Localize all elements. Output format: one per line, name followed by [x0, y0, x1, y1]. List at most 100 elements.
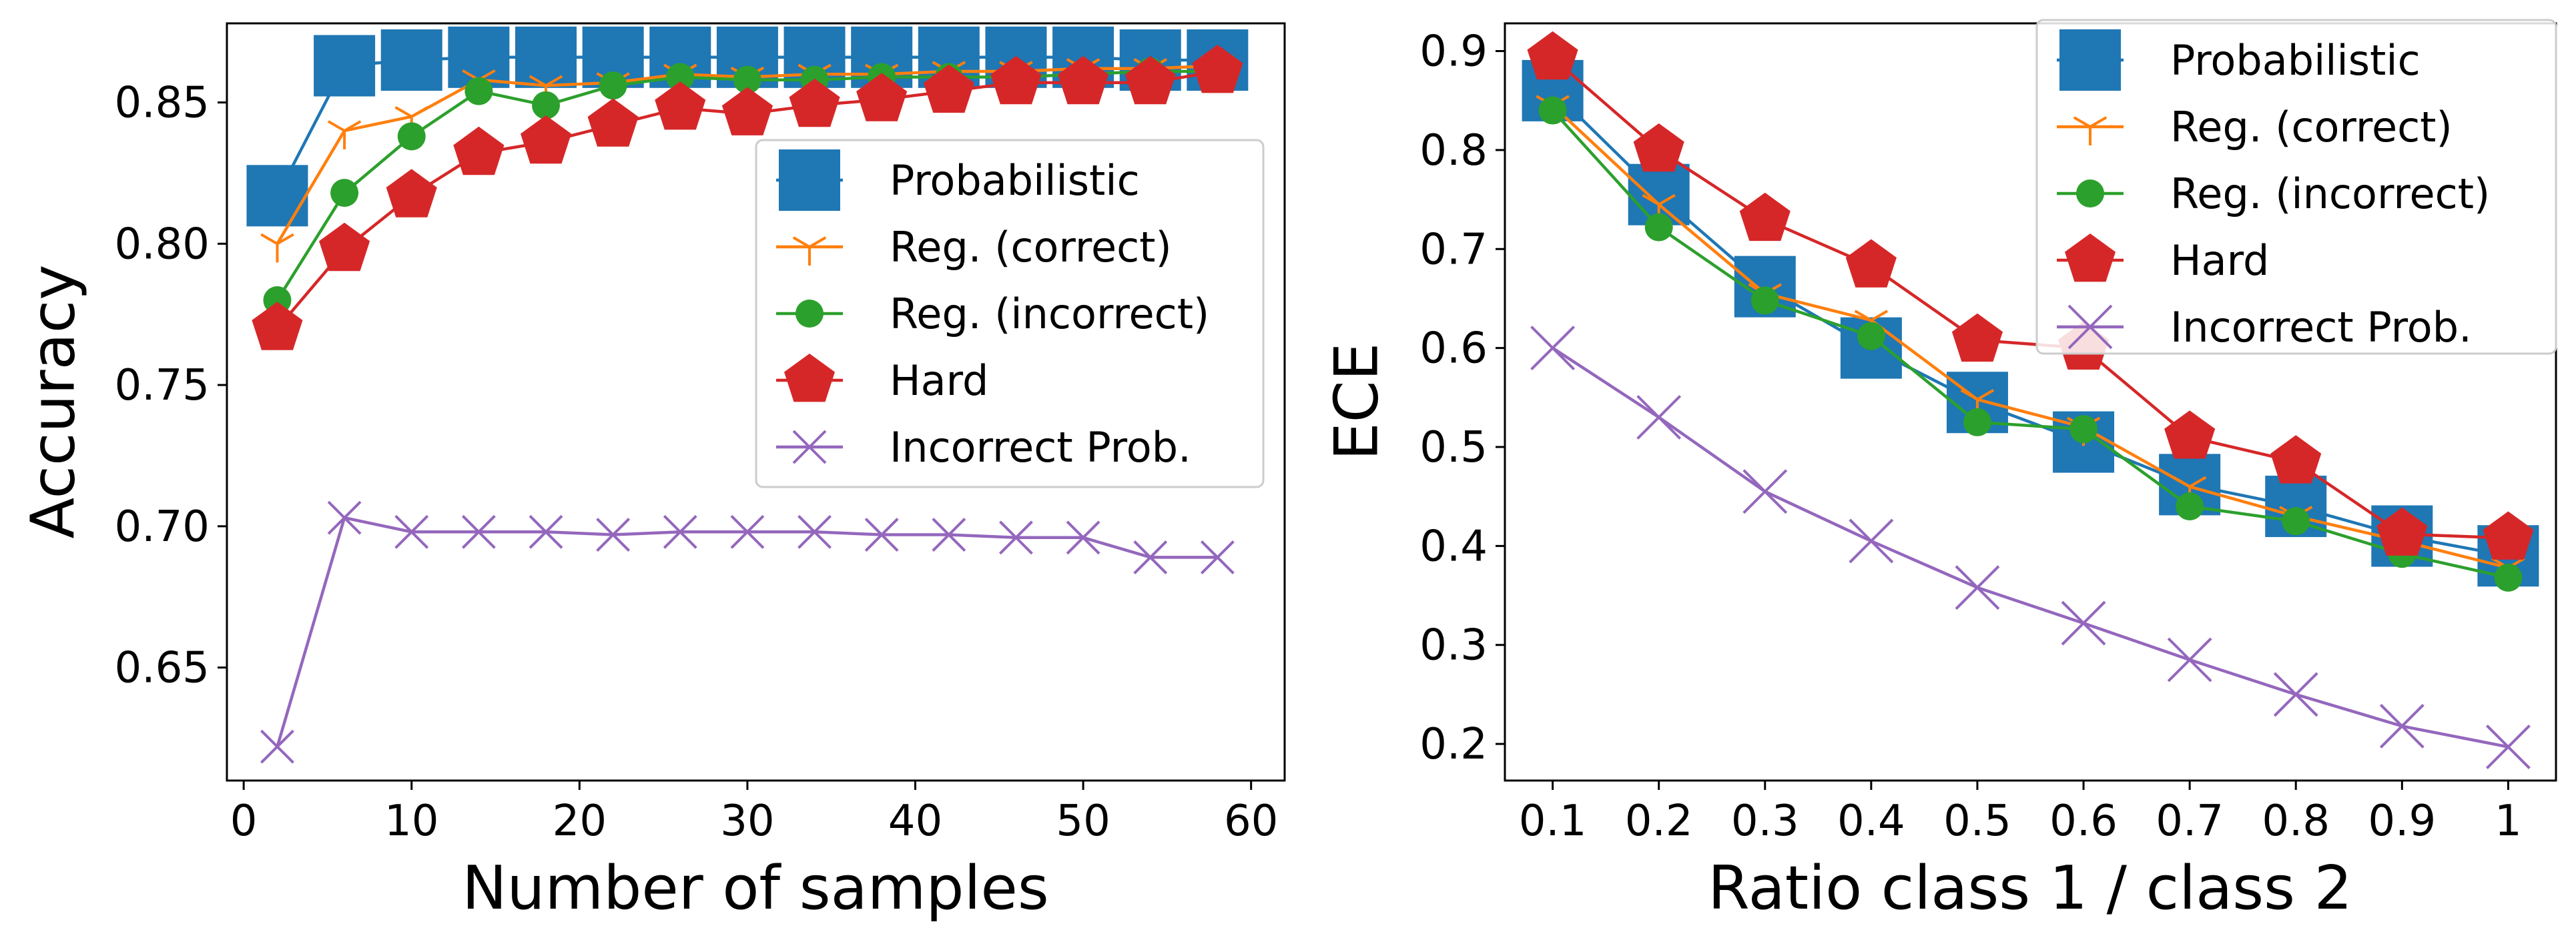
series-hard	[252, 45, 1243, 350]
data-point	[2176, 492, 2204, 521]
legend-item: Hard	[776, 354, 988, 405]
data-point	[260, 233, 294, 263]
data-point	[596, 518, 631, 552]
data-point	[1133, 540, 1168, 574]
data-point	[319, 222, 370, 272]
legend-item: Probabilistic	[776, 149, 1140, 211]
legend-label: Incorrect Prob.	[2170, 303, 2472, 352]
series-line	[1552, 57, 2509, 540]
legend-box	[2035, 19, 2557, 355]
data-point	[666, 63, 695, 91]
legend-marker	[2065, 233, 2116, 282]
data-point	[2061, 600, 2106, 646]
x-tick-label: 0.4	[1837, 797, 1905, 846]
x-axis-label: Ratio class 1 / class 2	[1708, 853, 2352, 923]
series-line	[1552, 346, 2509, 749]
legend: Probabilistic Reg. (correct) Reg. (incorre…	[2035, 19, 2557, 355]
data-point	[1857, 322, 1885, 350]
data-point	[587, 98, 639, 147]
data-point	[856, 73, 908, 121]
data-point	[730, 514, 765, 549]
legend-marker	[784, 354, 835, 402]
legend-item: Probabilistic	[2057, 29, 2421, 91]
data-point	[1124, 55, 1176, 105]
data-point	[2485, 725, 2531, 769]
data-point	[999, 520, 1033, 555]
legend-label: Hard	[890, 356, 988, 405]
data-point	[2069, 415, 2098, 444]
legend-marker	[2059, 29, 2121, 91]
data-point	[789, 78, 840, 127]
y-tick-label: 0.85	[115, 79, 210, 128]
data-point	[2270, 435, 2322, 484]
legend-marker	[792, 236, 827, 266]
data-point	[394, 514, 429, 549]
data-point	[1058, 55, 1109, 105]
data-point	[461, 514, 496, 549]
data-point	[532, 91, 561, 119]
x-tick-label: 0.6	[2049, 797, 2118, 846]
data-point	[1530, 326, 1576, 371]
data-point	[1845, 239, 1897, 288]
x-tick-label: 0.9	[2368, 797, 2436, 846]
data-point	[330, 179, 359, 207]
data-point	[2273, 672, 2318, 717]
legend-box	[755, 139, 1265, 488]
data-point	[2494, 563, 2523, 592]
y-tick-label: 0.75	[115, 361, 210, 410]
data-point	[380, 29, 442, 91]
series-line	[1552, 104, 2509, 570]
data-point	[386, 169, 437, 217]
data-point	[923, 64, 974, 113]
series-incorrect-prob	[1530, 326, 2531, 769]
data-point	[1644, 213, 1673, 242]
accuracy-panel: 0 10 20 30 40 50 60 0.65 0.70 0.75 0.80 0.85 Number …	[19, 22, 1286, 923]
y-tick-label: 0.7	[1419, 225, 1488, 274]
data-point	[2376, 507, 2428, 556]
y-tick-label: 0.5	[1419, 423, 1488, 472]
data-point	[2282, 507, 2310, 536]
y-tick-label: 0.8	[1419, 126, 1488, 175]
data-point	[733, 65, 761, 94]
data-point	[1633, 123, 1684, 172]
x-tick-label: 0.1	[1519, 797, 1587, 846]
data-point	[599, 71, 627, 100]
data-point	[397, 122, 426, 151]
x-tick-label: 0.3	[1731, 797, 1799, 846]
legend-label: Reg. (incorrect)	[890, 290, 1209, 338]
plot-area	[246, 26, 1249, 764]
y-tick-label: 0.70	[115, 502, 210, 552]
legend-label: Probabilistic	[2170, 36, 2421, 85]
data-point	[655, 81, 706, 130]
legend-marker	[792, 430, 827, 464]
data-point	[1963, 408, 1991, 436]
data-point	[246, 165, 308, 227]
data-point	[327, 500, 362, 535]
y-tick-label: 0.3	[1419, 621, 1488, 670]
x-tick-label: 40	[888, 797, 942, 846]
axes-frame	[1504, 22, 2557, 782]
data-point	[797, 514, 832, 549]
data-point	[2167, 637, 2212, 682]
y-tick-label: 0.65	[115, 644, 210, 693]
data-point	[663, 514, 697, 549]
legend-label: Probabilistic	[890, 156, 1140, 205]
data-point	[990, 55, 1042, 105]
y-tick-label: 0.80	[115, 219, 210, 269]
legend-label: Hard	[2170, 236, 2269, 285]
data-point	[327, 120, 362, 149]
x-axis-label: Number of samples	[462, 853, 1049, 923]
data-point	[1849, 518, 1894, 564]
series-incorrect-prob	[260, 500, 1235, 764]
legend-item: Reg. (correct)	[776, 223, 1172, 272]
legend-marker	[2067, 304, 2113, 350]
legend-item: Reg. (incorrect)	[776, 290, 1209, 338]
y-tick-label: 0.4	[1419, 522, 1488, 571]
legend-item: Hard	[2057, 233, 2269, 285]
data-point	[1527, 31, 1578, 80]
ece-panel: 0.1 0.2 0.3 0.4 0.5 0.6 0.7 0.8 0.9 1 0.2 0.3 0.4 0.5…	[1322, 19, 2557, 923]
data-point	[2483, 511, 2534, 560]
y-axis-label: Accuracy	[19, 265, 89, 539]
data-point	[1192, 45, 1243, 93]
